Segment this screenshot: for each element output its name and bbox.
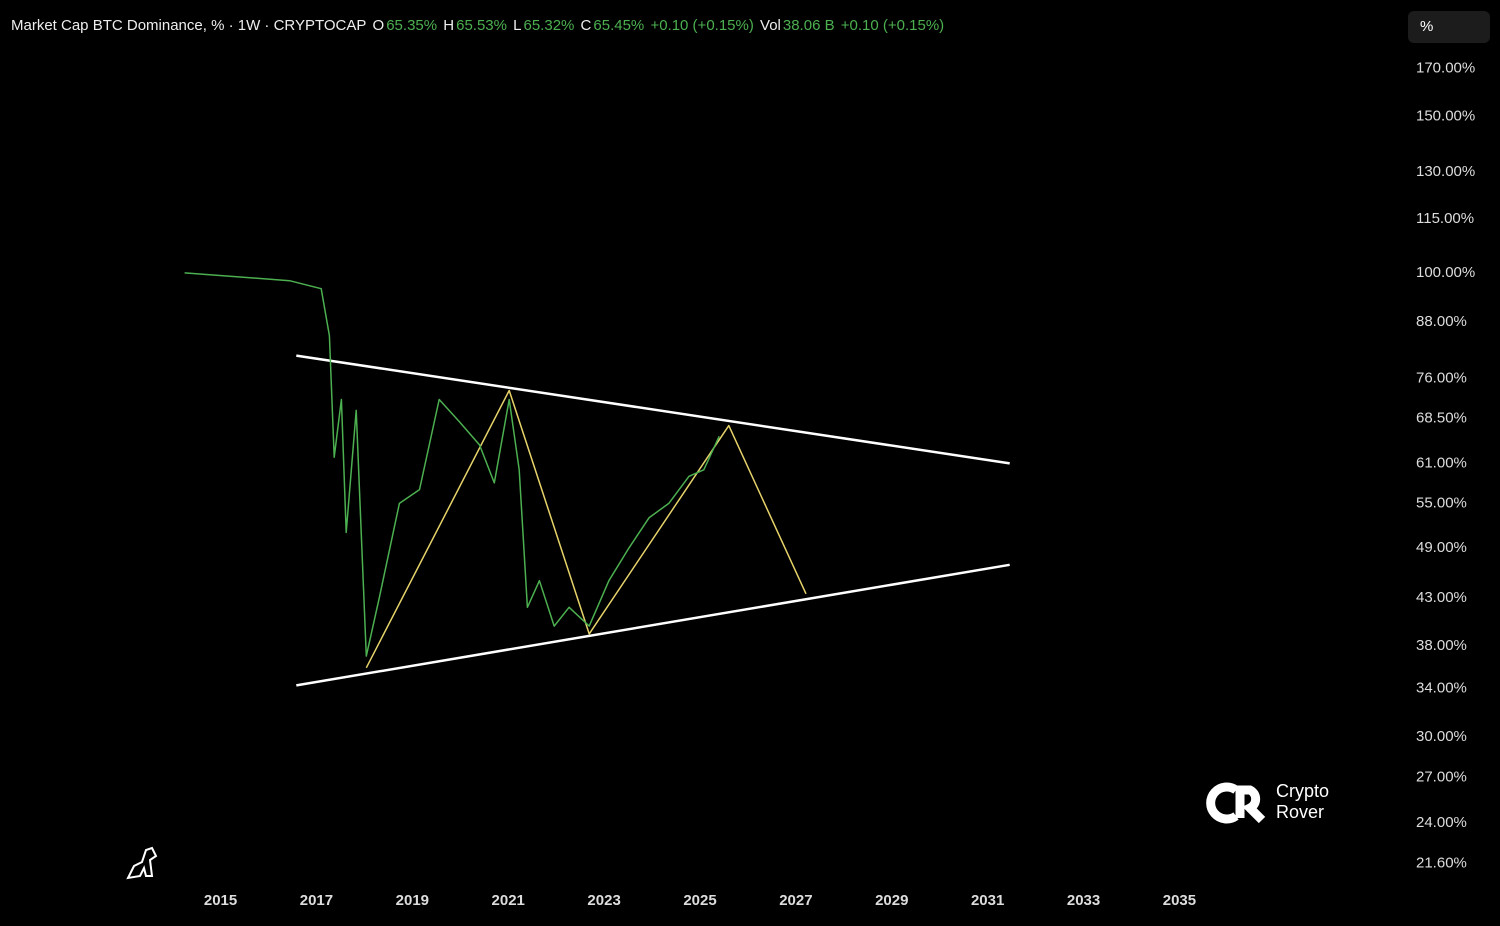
y-tick-label: 68.50% xyxy=(1416,410,1467,427)
x-tick-label: 2017 xyxy=(300,892,333,909)
vol-value: 38.06 B xyxy=(782,17,835,34)
y-tick-label: 150.00% xyxy=(1416,108,1475,125)
y-tick-label: 76.00% xyxy=(1416,370,1467,387)
ohlc-value: 65.53% xyxy=(456,17,507,34)
y-tick-label: 49.00% xyxy=(1416,539,1467,556)
x-tick-label: 2015 xyxy=(204,892,237,909)
x-tick-label: 2023 xyxy=(587,892,620,909)
x-tick-label: 2021 xyxy=(492,892,525,909)
title: Market Cap BTC Dominance, % · 1W · CRYPT… xyxy=(11,17,367,34)
y-tick-label: 43.00% xyxy=(1416,589,1467,606)
x-tick-label: 2031 xyxy=(971,892,1004,909)
y-tick-label: 130.00% xyxy=(1416,163,1475,180)
logo-mark xyxy=(1206,782,1239,824)
vol-key: Vol xyxy=(760,17,781,34)
price-line xyxy=(184,272,720,657)
ohlc-value: 65.32% xyxy=(523,17,575,34)
ohlc-key: O xyxy=(372,17,385,34)
x-tick-label: 2033 xyxy=(1067,892,1100,909)
logo: Crypto Rover xyxy=(1206,781,1329,824)
vol-change: +0.10 (+0.15%) xyxy=(840,17,945,34)
y-tick-label: 38.00% xyxy=(1416,637,1467,654)
logo-text: Crypto xyxy=(1276,781,1329,801)
change: +0.10 (+0.15%) xyxy=(650,17,754,34)
y-tick-label: 34.00% xyxy=(1416,680,1467,697)
x-tick-label: 2019 xyxy=(396,892,429,909)
y-tick-label: 170.00% xyxy=(1416,59,1475,76)
scale-button[interactable]: % xyxy=(1408,11,1490,43)
header: Market Cap BTC Dominance, % · 1W · CRYPT… xyxy=(11,17,946,34)
trendline xyxy=(296,354,1010,465)
y-tick-label: 21.60% xyxy=(1416,855,1467,872)
trendline xyxy=(365,389,807,669)
x-tick-label: 2025 xyxy=(683,892,716,909)
x-tick-label: 2029 xyxy=(875,892,908,909)
y-tick-label: 55.00% xyxy=(1416,494,1467,511)
logo-mark xyxy=(1235,785,1266,824)
y-tick-label: 27.00% xyxy=(1416,769,1467,786)
trendline xyxy=(296,563,1010,687)
logo-text: Rover xyxy=(1276,802,1324,822)
y-tick-label: 100.00% xyxy=(1416,264,1475,281)
x-tick-label: 2035 xyxy=(1163,892,1196,909)
tv-icon xyxy=(126,846,158,880)
y-tick-label: 61.00% xyxy=(1416,454,1467,471)
ohlc-key: L xyxy=(513,17,522,34)
ohlc-value: 65.45% xyxy=(593,17,645,34)
ohlc-key: C xyxy=(580,17,592,34)
ohlc-key: H xyxy=(443,17,455,34)
x-tick-label: 2027 xyxy=(779,892,812,909)
y-tick-label: 24.00% xyxy=(1416,814,1467,831)
y-tick-label: 88.00% xyxy=(1416,313,1467,330)
y-tick-label: 30.00% xyxy=(1416,728,1467,745)
y-tick-label: 115.00% xyxy=(1416,210,1474,227)
ohlc-value: 65.35% xyxy=(386,17,438,34)
